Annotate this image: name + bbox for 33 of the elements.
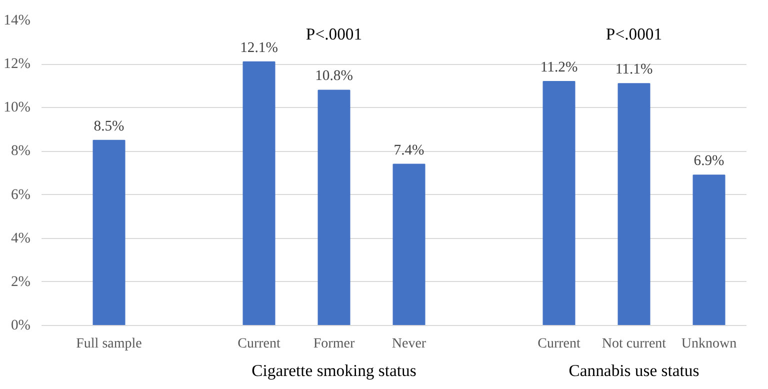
data-label: 11.2% <box>540 60 578 76</box>
bar <box>692 174 726 326</box>
annotation: P<.0001 <box>306 24 362 44</box>
y-tick-label: 14% <box>4 12 31 28</box>
x-tick-label: Never <box>392 336 426 352</box>
text: Cannabis use status <box>568 361 700 380</box>
y-tick-label: 6% <box>10 186 31 203</box>
text: Cigarette smoking status <box>252 361 416 380</box>
bar <box>618 83 650 326</box>
data-label: 11.1% <box>615 62 653 78</box>
x-tick-label: Former <box>313 336 355 352</box>
x-tick-label: Unknown <box>681 336 737 352</box>
x-tick-label: Current <box>238 336 280 352</box>
bar <box>92 140 126 326</box>
bar <box>318 90 350 326</box>
data-label: 10.8% <box>315 68 353 84</box>
annotation: P<.0001 <box>606 24 662 44</box>
y-tick-label: 0% <box>10 318 31 334</box>
x-tick-label: Not current <box>602 336 666 352</box>
y-tick-label: 8% <box>10 143 31 160</box>
x-tick-label: Current <box>538 336 580 352</box>
y-tick-label: 10% <box>4 100 31 116</box>
y-tick-label: 2% <box>10 274 31 290</box>
bar <box>392 164 426 326</box>
x-tick-label: Full sample <box>76 336 142 352</box>
y-tick-label: 12% <box>4 56 31 72</box>
bar <box>542 81 576 326</box>
data-label: 8.5% <box>94 118 124 134</box>
bar <box>242 61 276 326</box>
y-tick-label: 4% <box>10 230 31 246</box>
data-label: 6.9% <box>694 153 724 170</box>
data-label: 12.1% <box>240 40 278 56</box>
data-label: 7.4% <box>394 142 424 158</box>
